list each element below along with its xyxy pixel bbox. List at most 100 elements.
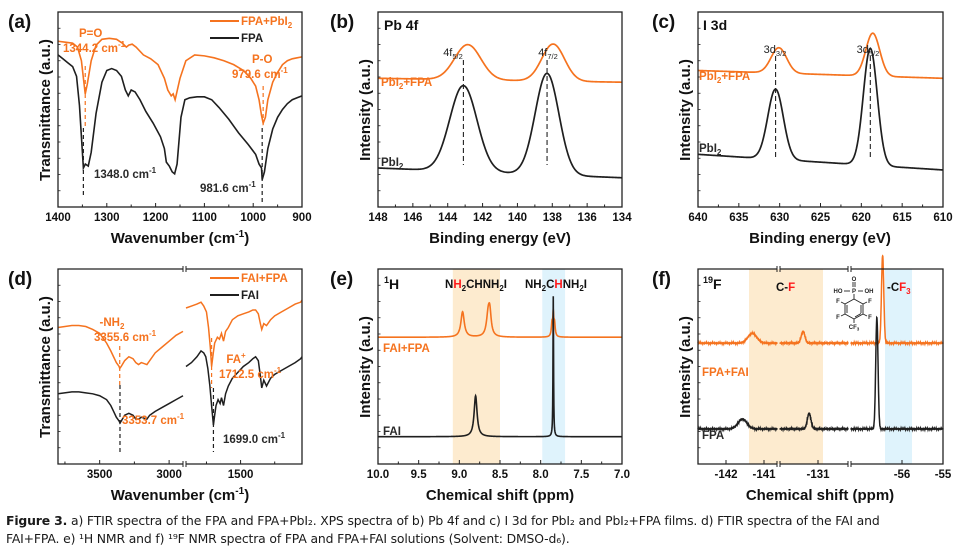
series-fpa-segment-1 (697, 417, 778, 433)
x-axis-f-tick-label: -55 (935, 469, 952, 481)
frame-right-segment (186, 268, 303, 465)
frame-middle-segment (780, 268, 848, 465)
x-axis-e-tick-label: 7.5 (573, 469, 590, 481)
x-axis-label-a: Wavenumber (cm-1) (111, 229, 249, 247)
y-axis-label-d: Transmittance (a.u.) (37, 296, 54, 438)
panel-b-tag: (b) (330, 12, 354, 33)
series-fpa-fai-segment-3 (850, 254, 944, 347)
x-axis-b-tick-label: 144 (438, 212, 458, 224)
x-axis-e-tick-label: 8.0 (533, 469, 549, 481)
svg-text:F: F (836, 315, 840, 321)
x-axis-a-tick-label: 1100 (192, 212, 217, 224)
panel-c: (c) 640 635 630 625 620 615 610 I 3d 3d3/2 3d5… (652, 11, 953, 247)
annotation-nh2: -NH2 (100, 317, 125, 331)
legend-label-fpa: FPA (241, 33, 263, 45)
series-fpa-pbi (58, 37, 302, 126)
svg-text:F: F (868, 315, 872, 321)
fpa-structure-atoms: O HO P OH F F F F CF3 (834, 277, 874, 332)
panel-a-tag: (a) (8, 12, 31, 33)
series-fai-segment-1 (57, 391, 184, 425)
frame-right-segment (851, 268, 944, 465)
x-axis-b-tick-label: 134 (612, 212, 632, 224)
series-label-pbi2-c: PbI2 (699, 143, 722, 157)
x-axis-e-tick-label: 7.0 (614, 469, 630, 481)
series-label-fpa-fai-f: FPA+FAI (702, 367, 749, 379)
series-label-fai-fpa-e: FAI+FPA (383, 343, 430, 355)
figure: (a) 1400 1300 1200 1100 1000 900 FPA+PbI2 FPA… (8, 11, 953, 504)
caption-line-2: FAI+FPA. e) ¹H NMR and f) ¹⁹F NMR spectr… (6, 531, 570, 546)
legend-label-fai-fpa: FAI+FPA (241, 273, 288, 285)
annotation-1712: 1712.5 cm-1 (219, 366, 282, 381)
panel-f: (f) -142 -141 -131 -56 -55 19F C-F -CF3 O HO… (652, 254, 952, 504)
ref-label-3d32: 3d3/2 (764, 44, 787, 58)
panel-c-title: I 3d (703, 17, 727, 33)
svg-text:HO: HO (834, 289, 843, 295)
x-axis-a-tick-label: 1000 (240, 212, 266, 224)
x-axis-c-tick-label: 630 (770, 212, 789, 224)
x-axis-c-tick-label: 620 (852, 212, 871, 224)
x-axis-c-tick-label: 640 (688, 212, 707, 224)
x-axis-f-tick-label: -142 (714, 469, 737, 481)
series-label-pbi2-fpa-b: PbI2+FPA (381, 77, 432, 91)
series-fai-fpa-segment-2 (185, 299, 303, 367)
x-axis-label-d: Wavenumber (cm-1) (111, 486, 249, 504)
series-pbi-fpa (378, 43, 622, 84)
panel-e-title: 1H (384, 275, 399, 292)
x-axis-e-tick-label: 9.0 (451, 469, 467, 481)
x-axis-e-tick-label: 10.0 (367, 469, 389, 481)
series-fai-segment-2 (185, 349, 303, 426)
panel-b-title: Pb 4f (384, 17, 419, 33)
x-axis-e-tick-label: 8.5 (492, 469, 509, 481)
x-axis-d-tick-label: 1500 (228, 469, 254, 481)
panel-f-tag: (f) (652, 269, 671, 290)
series-pbi (378, 72, 622, 179)
x-axis-b-tick-label: 138 (543, 212, 563, 224)
series-pbi (698, 47, 943, 171)
y-axis-label-c: Intensity (a.u.) (677, 59, 694, 161)
molecule-label-nh2: NH2CHNH2I (445, 279, 507, 293)
panel-a: (a) 1400 1300 1200 1100 1000 900 FPA+PbI2 FPA… (8, 11, 312, 247)
x-axis-d-tick-label: 3500 (87, 469, 113, 481)
svg-text:F: F (836, 299, 840, 305)
annotation-p-double-o: P=O (79, 28, 102, 40)
series-fpa-fai-segment-1 (697, 330, 778, 347)
x-axis-b-tick-label: 148 (368, 212, 388, 224)
x-axis-b-tick-label: 140 (508, 212, 527, 224)
caption-label: Figure 3. (6, 513, 68, 528)
panel-d: (d) 3500 3000 1500 FAI+FPA FAI -NH2 3355.6… (8, 266, 303, 504)
shaded-band-h-of-nh (452, 269, 500, 464)
fpa-structure-inset (840, 282, 868, 323)
x-axis-a-tick-label: 1200 (143, 212, 169, 224)
shaded-band-c-f (749, 269, 823, 464)
molecule-label-ch: NH2CHNH2I (525, 279, 587, 293)
series-fpa-segment-2 (779, 412, 849, 433)
caption-line-1: a) FTIR spectra of the FPA and FPA+PbI₂.… (71, 513, 880, 528)
annotation-981: 981.6 cm-1 (200, 180, 256, 195)
series-fai-fpa (378, 301, 622, 339)
x-axis-c-tick-label: 635 (729, 212, 749, 224)
panel-b: (b) 148 146 144 142 140 138 136 134 Pb 4f 4f5/2… (330, 11, 632, 247)
x-axis-b-tick-label: 146 (403, 212, 422, 224)
x-axis-label-c: Binding energy (eV) (749, 230, 891, 247)
ref-label-3d52: 3d5/2 (857, 44, 880, 58)
annotation-1344: 1344.2 cm-1 (63, 40, 126, 55)
x-axis-e-tick-label: 9.5 (411, 469, 428, 481)
svg-text:F: F (868, 299, 872, 305)
panel-d-tag: (d) (8, 269, 32, 290)
annotation-p-o: P-O (252, 54, 273, 66)
y-axis-label-e: Intensity (a.u.) (357, 316, 374, 418)
ref-label-4f52: 4f5/2 (443, 47, 463, 61)
panel-e: (e) 10.0 9.5 9.0 8.5 8.0 7.5 7.0 1H NH2CHNH2I … (330, 268, 630, 504)
x-axis-d-tick-label: 3000 (156, 469, 182, 481)
annotation-fa-plus: FA+ (226, 351, 246, 366)
figure-caption: Figure 3. a) FTIR spectra of the FPA and… (6, 512, 958, 548)
x-axis-c-tick-label: 625 (811, 212, 831, 224)
x-axis-a-tick-label: 1400 (45, 212, 71, 224)
annotation-3355: 3355.6 cm-1 (94, 329, 157, 344)
series-label-pbi2-b: PbI2 (381, 157, 404, 171)
x-axis-f-tick-label: -141 (752, 469, 776, 481)
series-fpa (58, 54, 302, 180)
x-axis-a-tick-label: 1300 (94, 212, 120, 224)
svg-text:OH: OH (865, 289, 874, 295)
annotation-1699: 1699.0 cm-1 (223, 431, 286, 446)
